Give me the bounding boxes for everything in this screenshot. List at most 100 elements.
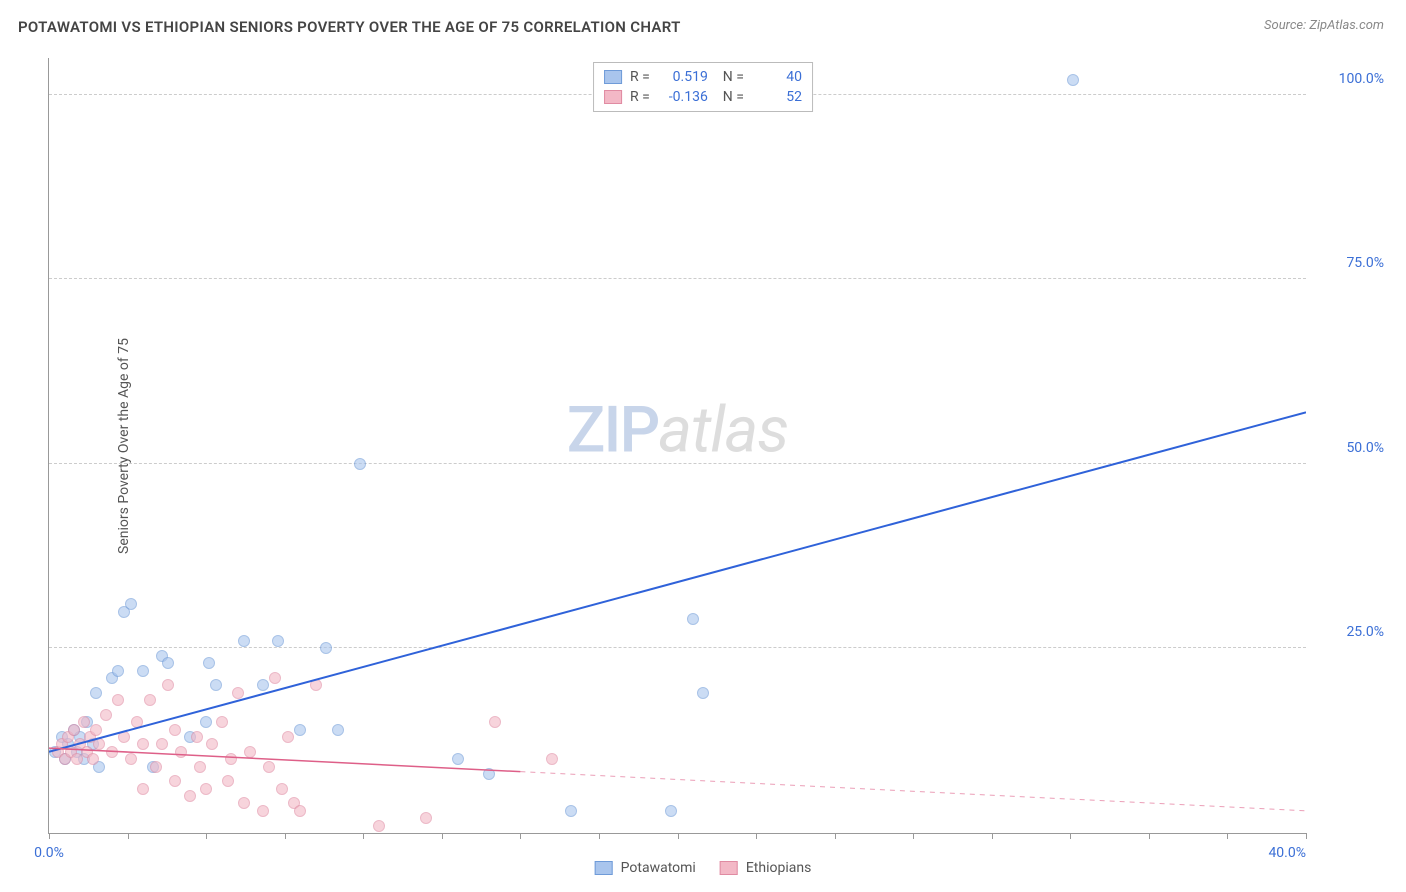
r-label: R = — [630, 69, 650, 85]
scatter-point — [272, 635, 284, 647]
n-label: N = — [716, 69, 744, 85]
scatter-point — [162, 679, 174, 691]
correlation-legend: R = 0.519 N = 40 R = -0.136 N = 52 — [593, 62, 813, 112]
scatter-point — [216, 716, 228, 728]
scatter-point — [106, 746, 118, 758]
y-tick-label: 50.0% — [1346, 440, 1384, 456]
scatter-point — [310, 679, 322, 691]
scatter-point — [420, 812, 432, 824]
x-tick — [1070, 833, 1071, 839]
x-tick-label: 0.0% — [34, 845, 64, 861]
scatter-point — [112, 665, 124, 677]
scatter-point — [276, 783, 288, 795]
scatter-point — [112, 694, 124, 706]
x-tick — [756, 833, 757, 839]
n-value-potawatomi: 40 — [752, 69, 802, 85]
scatter-point — [191, 731, 203, 743]
scatter-point — [697, 687, 709, 699]
scatter-point — [125, 598, 137, 610]
scatter-point — [194, 761, 206, 773]
scatter-point — [90, 687, 102, 699]
scatter-point — [257, 805, 269, 817]
correlation-row-ethiopians: R = -0.136 N = 52 — [604, 87, 802, 107]
r-value-potawatomi: 0.519 — [658, 69, 708, 85]
x-tick — [992, 833, 993, 839]
correlation-row-potawatomi: R = 0.519 N = 40 — [604, 67, 802, 87]
x-tick — [442, 833, 443, 839]
scatter-point — [162, 657, 174, 669]
scatter-point — [206, 738, 218, 750]
r-label: R = — [630, 89, 650, 105]
x-tick — [1306, 833, 1307, 839]
scatter-point — [222, 775, 234, 787]
scatter-point — [320, 642, 332, 654]
x-tick — [49, 833, 50, 839]
x-tick — [835, 833, 836, 839]
scatter-point — [175, 746, 187, 758]
legend-item-ethiopians: Ethiopians — [720, 860, 811, 876]
watermark-atlas: atlas — [658, 393, 788, 468]
y-tick-label: 75.0% — [1346, 255, 1384, 271]
scatter-point — [269, 672, 281, 684]
y-tick-label: 100.0% — [1339, 71, 1384, 87]
legend-label-potawatomi: Potawatomi — [621, 860, 696, 876]
gridline — [49, 463, 1306, 464]
x-tick — [520, 833, 521, 839]
legend-swatch-potawatomi — [595, 861, 613, 875]
scatter-point — [169, 775, 181, 787]
x-tick — [128, 833, 129, 839]
x-tick — [913, 833, 914, 839]
scatter-point — [169, 724, 181, 736]
scatter-point — [354, 458, 366, 470]
scatter-point — [565, 805, 577, 817]
scatter-point — [137, 665, 149, 677]
scatter-point — [184, 790, 196, 802]
scatter-point — [150, 761, 162, 773]
scatter-point — [131, 716, 143, 728]
scatter-point — [225, 753, 237, 765]
x-tick — [1149, 833, 1150, 839]
n-label: N = — [716, 89, 744, 105]
scatter-point — [263, 761, 275, 773]
scatter-point — [156, 738, 168, 750]
scatter-point — [200, 783, 212, 795]
legend-label-ethiopians: Ethiopians — [746, 860, 811, 876]
scatter-point — [137, 738, 149, 750]
scatter-point — [294, 805, 306, 817]
scatter-point — [546, 753, 558, 765]
scatter-point — [200, 716, 212, 728]
scatter-point — [373, 820, 385, 832]
x-tick-label: 40.0% — [1268, 845, 1306, 861]
watermark-zip: ZIP — [567, 393, 659, 468]
swatch-ethiopians — [604, 90, 622, 104]
x-tick — [285, 833, 286, 839]
scatter-point — [257, 679, 269, 691]
chart-plot-area: ZIPatlas 25.0%50.0%75.0%100.0%0.0%40.0% — [48, 58, 1306, 834]
x-tick — [206, 833, 207, 839]
scatter-point — [452, 753, 464, 765]
legend-item-potawatomi: Potawatomi — [595, 860, 696, 876]
scatter-point — [137, 783, 149, 795]
gridline — [49, 278, 1306, 279]
scatter-point — [90, 724, 102, 736]
scatter-point — [332, 724, 344, 736]
scatter-point — [210, 679, 222, 691]
scatter-point — [483, 768, 495, 780]
x-tick — [1227, 833, 1228, 839]
x-tick — [363, 833, 364, 839]
scatter-point — [282, 731, 294, 743]
scatter-point — [238, 635, 250, 647]
source-attribution: Source: ZipAtlas.com — [1264, 18, 1384, 33]
series-legend: Potawatomi Ethiopians — [595, 860, 812, 876]
scatter-point — [125, 753, 137, 765]
watermark: ZIPatlas — [567, 393, 789, 468]
scatter-point — [78, 716, 90, 728]
scatter-point — [232, 687, 244, 699]
scatter-point — [238, 797, 250, 809]
scatter-point — [93, 738, 105, 750]
x-tick — [599, 833, 600, 839]
swatch-potawatomi — [604, 70, 622, 84]
gridline — [49, 647, 1306, 648]
scatter-point — [87, 753, 99, 765]
scatter-point — [665, 805, 677, 817]
